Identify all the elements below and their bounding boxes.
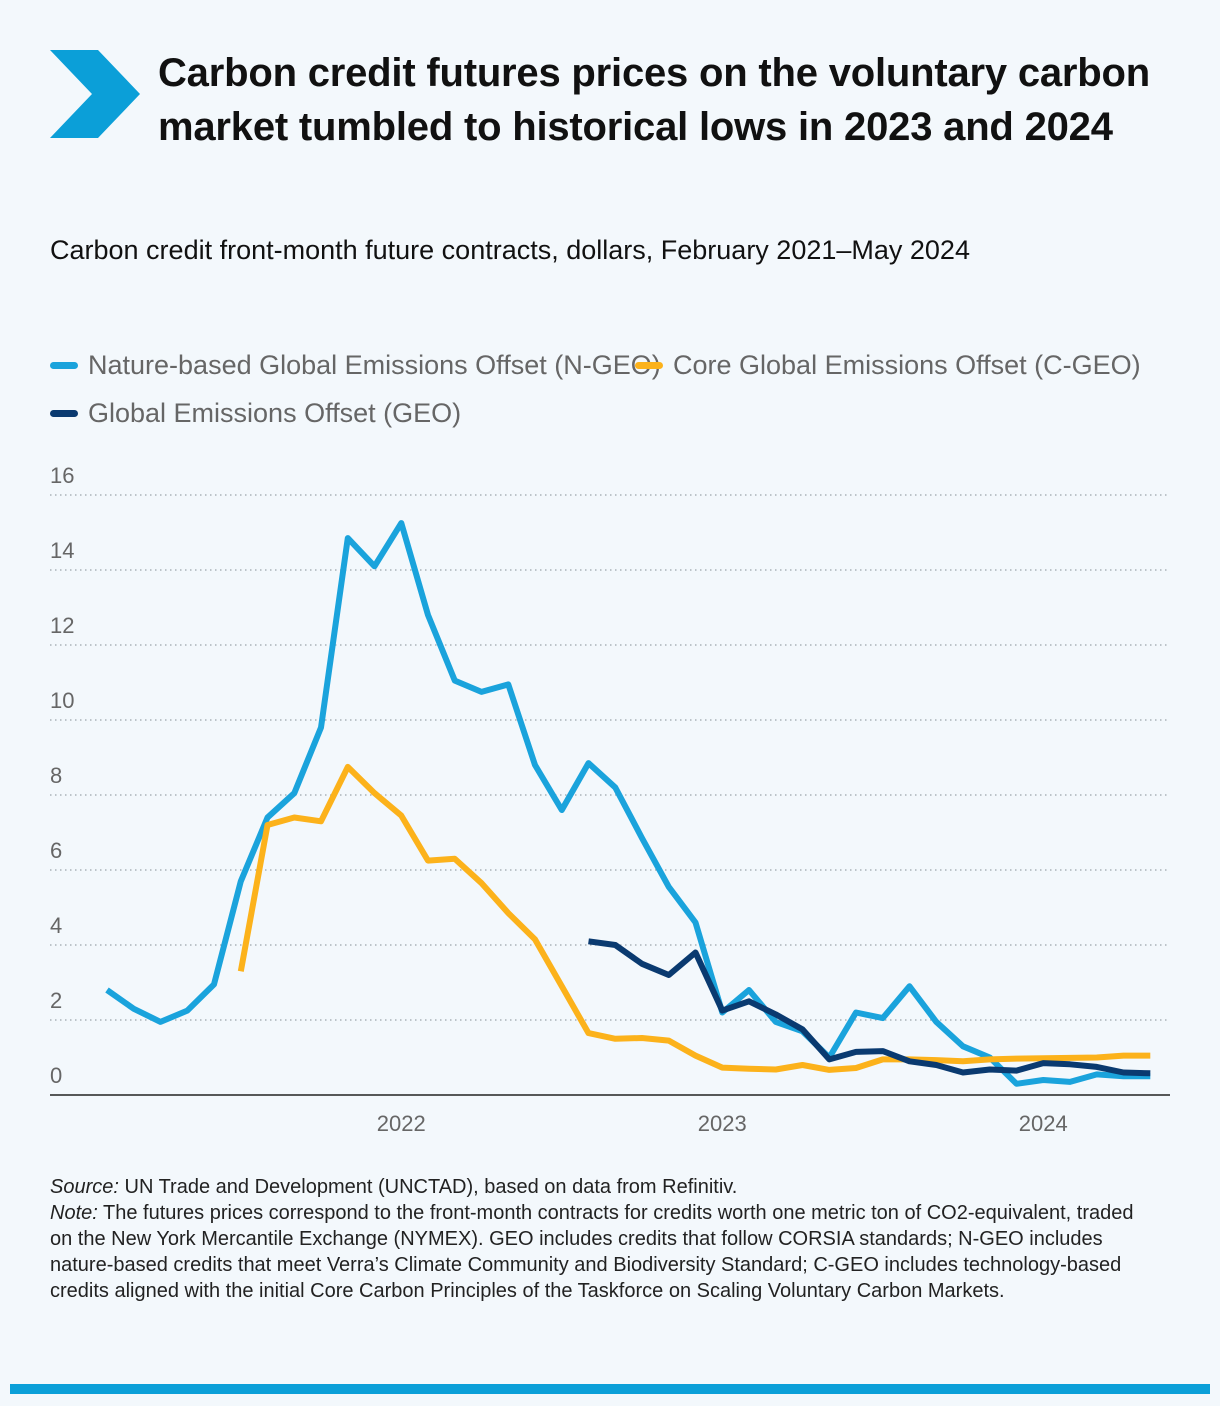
source-label: Source:	[50, 1176, 119, 1198]
note-text: The futures prices correspond to the fro…	[50, 1202, 1134, 1302]
y-tick-label-16: 16	[50, 463, 74, 488]
y-tick-label-14: 14	[50, 538, 74, 563]
legend-item-cgeo: Core Global Emissions Offset (C-GEO)	[635, 350, 1141, 381]
legend-item-ngeo: Nature-based Global Emissions Offset (N-…	[50, 350, 661, 381]
x-tick-label-2023: 2023	[698, 1111, 747, 1136]
legend-item-geo: Global Emissions Offset (GEO)	[50, 398, 461, 429]
note-line: Note: The futures prices correspond to t…	[50, 1200, 1160, 1304]
chart-notes: Source: UN Trade and Development (UNCTAD…	[50, 1174, 1160, 1304]
source-line: Source: UN Trade and Development (UNCTAD…	[50, 1174, 1160, 1200]
legend-label-geo: Global Emissions Offset (GEO)	[88, 398, 462, 428]
series-line-geo	[588, 938, 1151, 1077]
x-tick-label-2022: 2022	[377, 1111, 426, 1136]
series-line-ngeo	[105, 520, 1151, 1087]
legend-swatch-ngeo	[50, 362, 78, 369]
series-line-cgeo	[237, 763, 1151, 1073]
y-tick-label-8: 8	[50, 763, 62, 788]
y-tick-label-4: 4	[50, 913, 62, 938]
legend-swatch-cgeo	[635, 362, 663, 369]
y-tick-label-10: 10	[50, 688, 74, 713]
page-title: Carbon credit futures prices on the volu…	[158, 51, 1151, 149]
line-chart: 0 2 4 6 8 10 12 14 16 2022 2023 2024	[50, 463, 1170, 1136]
legend-label-ngeo: Nature-based Global Emissions Offset (N-…	[88, 350, 661, 380]
y-tick-label-6: 6	[50, 838, 62, 863]
source-text: UN Trade and Development (UNCTAD), based…	[124, 1176, 738, 1198]
y-tick-label-2: 2	[50, 988, 62, 1013]
legend-label-cgeo: Core Global Emissions Offset (C-GEO)	[673, 350, 1141, 380]
note-label: Note:	[50, 1202, 98, 1224]
chevron-arrow-icon	[50, 50, 140, 138]
y-tick-label-12: 12	[50, 613, 74, 638]
legend-swatch-geo	[50, 410, 78, 417]
y-tick-label-0: 0	[50, 1063, 62, 1088]
x-tick-label-2024: 2024	[1019, 1111, 1068, 1136]
bottom-accent-bar	[10, 1384, 1210, 1394]
chart-subtitle: Carbon credit front-month future contrac…	[50, 235, 970, 265]
